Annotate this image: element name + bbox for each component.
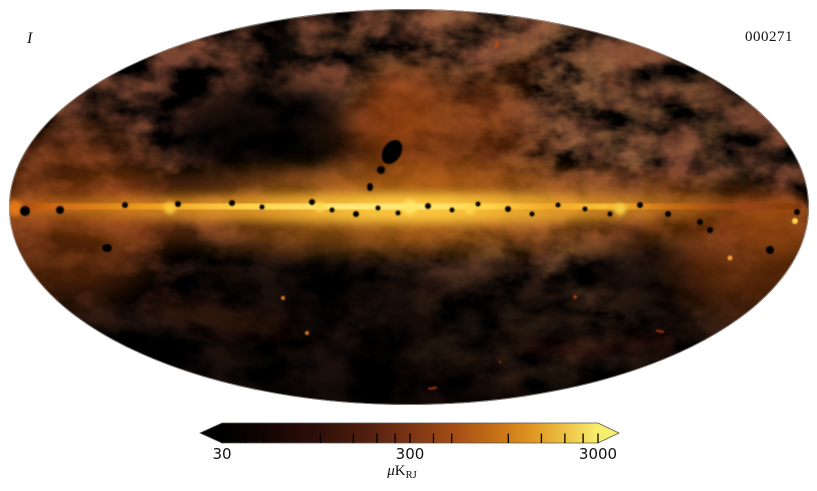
colorbar-unit-label: μKRJ: [386, 463, 416, 481]
sky-map-mollweide: [9, 9, 809, 405]
projection-edge: [9, 9, 809, 405]
sample-id-label: 000271: [745, 29, 793, 45]
colorbar-tick-label-min: 30: [212, 445, 231, 463]
masked-dark-point-sources: [20, 139, 800, 254]
colorbar-tick-label-max: 3000: [579, 445, 617, 463]
point-sources-bright: [281, 40, 798, 390]
colorbar-ticks: [221, 433, 599, 443]
galactic-plane: [9, 167, 809, 251]
stokes-parameter-label: I: [27, 30, 33, 47]
colorbar-tick-label-mid: 300: [396, 445, 425, 463]
plane-bright-knots: [9, 200, 626, 216]
colorbar: 30 300 3000 μKRJ: [199, 422, 620, 481]
sky-map-clip-group: [9, 9, 809, 405]
